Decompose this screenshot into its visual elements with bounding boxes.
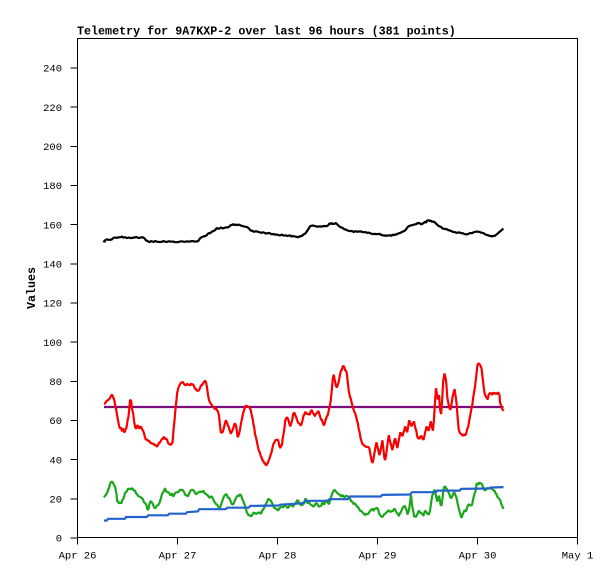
svg-text:200: 200 (43, 142, 62, 154)
svg-text:0: 0 (56, 534, 62, 546)
svg-text:Apr 27: Apr 27 (159, 551, 197, 563)
svg-text:May 1: May 1 (562, 551, 594, 563)
svg-text:20: 20 (49, 494, 62, 506)
svg-text:Apr 26: Apr 26 (59, 551, 97, 563)
svg-text:140: 140 (43, 260, 62, 272)
svg-text:Telemetry for 9A7KXP-2 over la: Telemetry for 9A7KXP-2 over last 96 hour… (77, 25, 456, 39)
svg-text:100: 100 (43, 338, 62, 350)
svg-text:160: 160 (43, 220, 62, 232)
svg-text:60: 60 (49, 416, 62, 428)
svg-text:220: 220 (43, 103, 62, 115)
svg-text:Apr 30: Apr 30 (459, 551, 497, 563)
svg-text:Values: Values (25, 267, 39, 309)
svg-text:40: 40 (49, 455, 62, 467)
svg-text:Apr 28: Apr 28 (259, 551, 297, 563)
svg-text:180: 180 (43, 181, 62, 193)
svg-text:120: 120 (43, 299, 62, 311)
svg-text:240: 240 (43, 64, 62, 76)
svg-text:Apr 29: Apr 29 (359, 551, 397, 563)
svg-text:80: 80 (49, 377, 62, 389)
